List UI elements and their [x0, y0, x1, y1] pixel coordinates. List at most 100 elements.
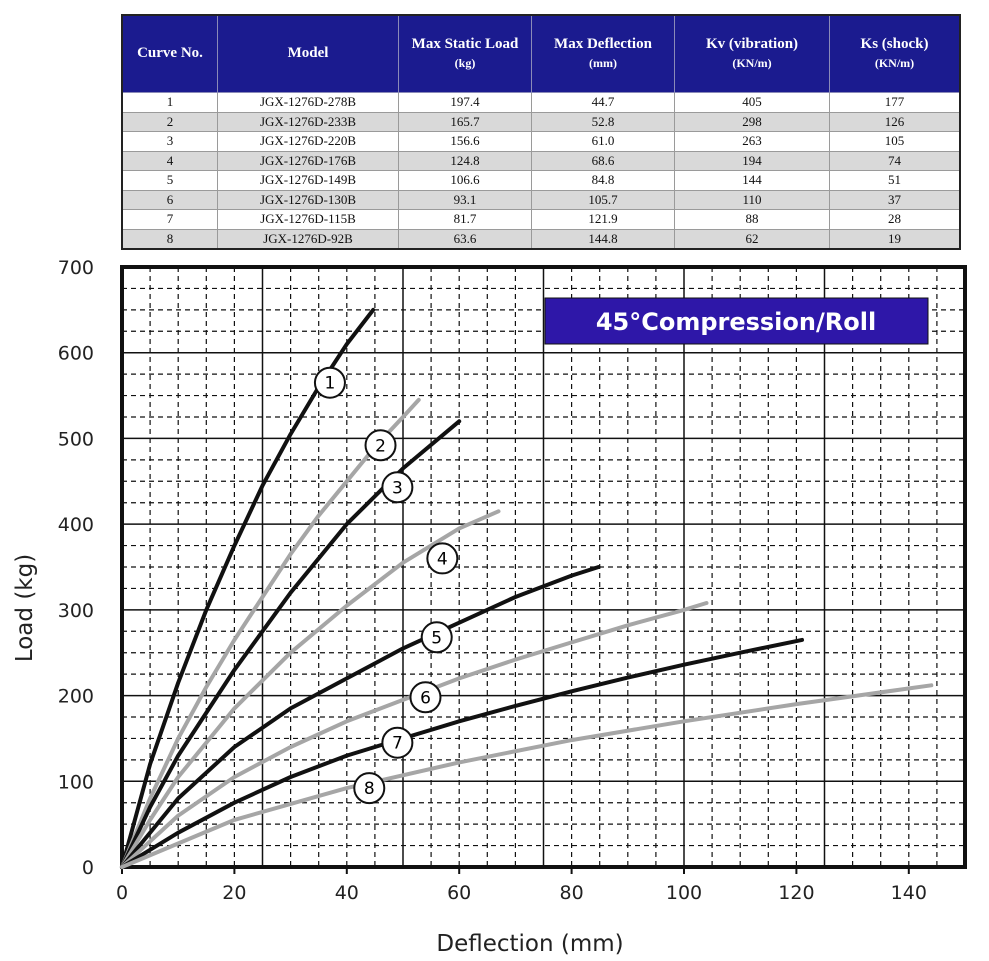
cell-max-static-load: 81.7 [398, 209, 532, 230]
y-tick-label: 700 [58, 257, 94, 279]
cell-max-deflection: 68.6 [531, 150, 675, 171]
cell-max-static-load: 93.1 [398, 189, 532, 210]
table-row: 4 JGX-1276D-176B 124.8 68.6 194 74 [121, 150, 961, 171]
x-tick-label: 60 [447, 882, 471, 904]
curve-label-7: 7 [392, 734, 403, 754]
header-ks: Ks (shock) (KN/m) [829, 14, 961, 93]
curve-line-4 [120, 509, 501, 869]
curve-label-6: 6 [420, 688, 431, 708]
cell-max-static-load: 63.6 [398, 228, 532, 250]
curve-label-1: 1 [325, 374, 336, 394]
table-row: 2 JGX-1276D-233B 165.7 52.8 298 126 [121, 111, 961, 132]
x-tick-label: 0 [116, 882, 128, 904]
x-tick-label: 140 [891, 882, 927, 904]
x-tick-label: 20 [222, 882, 246, 904]
curve-label-4: 4 [437, 549, 448, 569]
curve-marker-2 [364, 429, 397, 462]
cell-max-deflection: 144.8 [531, 228, 675, 250]
y-tick-label: 0 [82, 857, 94, 879]
curve-marker-5 [420, 621, 453, 654]
cell-model: JGX-1276D-176B [217, 150, 399, 171]
x-tick-label: 80 [560, 882, 584, 904]
cell-curve-no: 3 [121, 131, 218, 152]
load-deflection-chart: 0 20 40 60 80 100 120 140 0 100 200 300 400 500 600 700… [12, 257, 967, 957]
x-tick-label: 120 [778, 882, 814, 904]
cell-model: JGX-1276D-115B [217, 209, 399, 230]
cell-max-deflection: 61.0 [531, 131, 675, 152]
grid-major [122, 267, 965, 867]
cell-max-static-load: 124.8 [398, 150, 532, 171]
cell-max-deflection: 121.9 [531, 209, 675, 230]
cell-curve-no: 2 [121, 111, 218, 132]
curve-line-5 [120, 565, 601, 869]
cell-curve-no: 6 [121, 189, 218, 210]
x-tick-label: 100 [666, 882, 702, 904]
curve-marker-1 [313, 366, 346, 399]
y-tick-label: 500 [58, 428, 94, 450]
cell-max-static-load: 156.6 [398, 131, 532, 152]
header-kv: Kv (vibration) (KN/m) [674, 14, 830, 93]
cell-max-deflection: 105.7 [531, 189, 675, 210]
curve-marker-6 [409, 681, 442, 714]
table-row: 6 JGX-1276D-130B 93.1 105.7 110 37 [121, 189, 961, 210]
cell-max-static-load: 106.6 [398, 170, 532, 191]
y-tick-label: 100 [58, 771, 94, 793]
cell-ks: 28 [829, 209, 961, 230]
y-tick-label: 300 [58, 600, 94, 622]
y-tick-label: 400 [58, 514, 94, 536]
curve-labels: 1 2 3 4 5 6 7 8 [313, 366, 459, 805]
cell-kv: 405 [674, 92, 830, 113]
plot-frame [120, 265, 967, 869]
curve-label-8: 8 [364, 779, 375, 799]
cell-ks: 126 [829, 111, 961, 132]
cell-model: JGX-1276D-92B [217, 228, 399, 250]
cell-ks: 177 [829, 92, 961, 113]
x-axis-title: Deflection (mm) [436, 931, 623, 957]
header-model: Model [217, 14, 399, 93]
spec-table: Curve No. Model Max Static Load (kg) Max … [121, 14, 961, 250]
cell-model: JGX-1276D-220B [217, 131, 399, 152]
chart-title-box: 45°Compression/Roll [544, 297, 929, 345]
cell-kv: 194 [674, 150, 830, 171]
table-row: 1 JGX-1276D-278B 197.4 44.7 405 177 [121, 92, 961, 113]
cell-max-deflection: 44.7 [531, 92, 675, 113]
cell-kv: 144 [674, 170, 830, 191]
cell-curve-no: 7 [121, 209, 218, 230]
cell-model: JGX-1276D-149B [217, 170, 399, 191]
cell-curve-no: 8 [121, 228, 218, 250]
cell-max-deflection: 84.8 [531, 170, 675, 191]
curve-marker-7 [381, 726, 414, 759]
y-tick-label: 600 [58, 343, 94, 365]
cell-curve-no: 5 [121, 170, 218, 191]
cell-kv: 62 [674, 228, 830, 250]
curve-line-1 [120, 307, 376, 869]
table-row: 7 JGX-1276D-115B 81.7 121.9 88 28 [121, 209, 961, 230]
x-tick-label: 40 [335, 882, 359, 904]
cell-kv: 88 [674, 209, 830, 230]
cell-ks: 105 [829, 131, 961, 152]
cell-kv: 298 [674, 111, 830, 132]
cell-max-deflection: 52.8 [531, 111, 675, 132]
curve-marker-3 [381, 471, 414, 504]
curve-line-7 [120, 637, 804, 869]
header-curve-no: Curve No. [121, 14, 218, 93]
cell-max-static-load: 165.7 [398, 111, 532, 132]
header-max-static-load: Max Static Load (kg) [398, 14, 532, 93]
table-body: 1 JGX-1276D-278B 197.4 44.7 405 177 2 JGX-1276D… [121, 92, 961, 250]
table-row: 3 JGX-1276D-220B 156.6 61.0 263 105 [121, 131, 961, 152]
curve-line-8 [120, 683, 934, 869]
cell-ks: 51 [829, 170, 961, 191]
table-header-row: Curve No. Model Max Static Load (kg) Max … [121, 14, 961, 93]
curve-marker-4 [426, 542, 459, 575]
curve-label-5: 5 [431, 628, 442, 648]
y-tick-label: 200 [58, 686, 94, 708]
cell-curve-no: 1 [121, 92, 218, 113]
header-max-deflection: Max Deflection (mm) [531, 14, 675, 93]
curve-marker-8 [353, 772, 386, 805]
cell-ks: 74 [829, 150, 961, 171]
y-axis-title: Load (kg) [12, 554, 38, 662]
cell-ks: 37 [829, 189, 961, 210]
chart-title: 45°Compression/Roll [596, 308, 876, 336]
cell-model: JGX-1276D-233B [217, 111, 399, 132]
cell-curve-no: 4 [121, 150, 218, 171]
